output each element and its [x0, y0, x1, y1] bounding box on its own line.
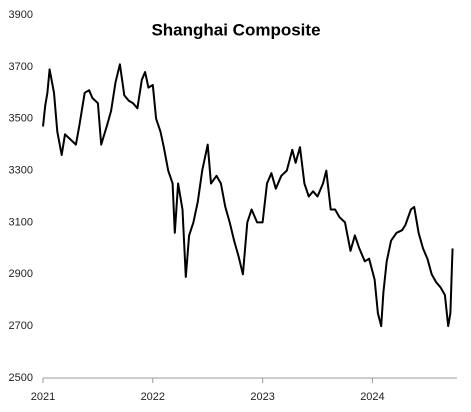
y-tick-label: 2700	[9, 320, 33, 332]
y-tick-label: 3900	[9, 9, 33, 21]
x-tick-label: 2021	[31, 391, 55, 403]
y-tick-label: 3100	[9, 216, 33, 228]
y-tick-label: 3300	[9, 164, 33, 176]
line-series	[42, 63, 454, 328]
y-tick-label: 3700	[9, 61, 33, 73]
chart-title: Shanghai Composite	[151, 20, 320, 39]
y-tick-label: 2900	[9, 268, 33, 280]
y-tick-label: 3500	[9, 113, 33, 125]
y-tick-label: 2500	[9, 372, 33, 384]
x-tick-label: 2024	[360, 391, 384, 403]
x-tick-label: 2023	[250, 391, 274, 403]
x-tick-label: 2022	[141, 391, 165, 403]
